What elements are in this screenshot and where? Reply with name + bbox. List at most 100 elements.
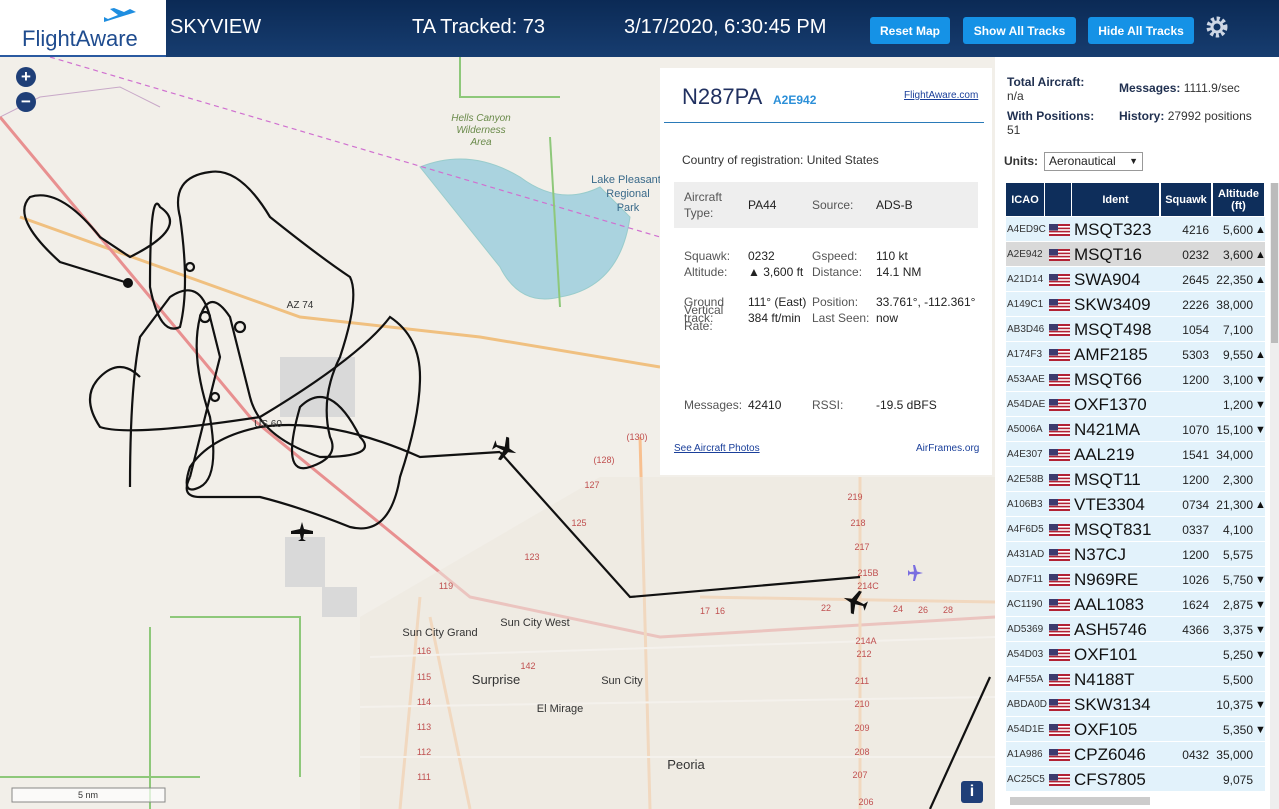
aircraft-row[interactable]: A174F3 AMF2185 5303 9,550 ▲ <box>1006 342 1266 367</box>
flag <box>1049 442 1070 467</box>
reset-map-button[interactable]: Reset Map <box>870 17 950 44</box>
icao: AC25C5 <box>1007 774 1045 785</box>
altitude-trend: ▼ <box>1255 623 1266 636</box>
us-flag <box>1049 648 1070 661</box>
icao: A4F6D5 <box>1007 524 1044 535</box>
flag <box>1049 517 1070 542</box>
us-flag <box>1049 548 1070 561</box>
icao: AD5369 <box>1007 624 1044 635</box>
aircraft-row[interactable]: ABDA0D SKW3134 10,375 ▼ <box>1006 692 1266 717</box>
photos-link[interactable]: See Aircraft Photos <box>674 443 760 454</box>
logo-text: FlightAware <box>22 26 138 51</box>
info-button[interactable]: i <box>961 781 983 803</box>
altitude-trend: ▼ <box>1255 373 1266 386</box>
ident: N969RE <box>1074 569 1139 589</box>
column-header[interactable]: ICAO <box>1006 183 1045 216</box>
aircraft-row[interactable]: A54D03 OXF101 5,250 ▼ <box>1006 642 1266 667</box>
field-label: Vertical Rate: <box>684 303 724 333</box>
stat-label: History: <box>1119 109 1165 123</box>
hex-code: A2E942 <box>773 93 817 107</box>
flightaware-link[interactable]: FlightAware.com <box>904 90 979 101</box>
flag <box>1049 367 1070 392</box>
aircraft-row[interactable]: A53AAE MSQT66 1200 3,100 ▼ <box>1006 367 1266 392</box>
logo[interactable]: FlightAware <box>0 0 166 57</box>
column-header[interactable]: Altitude (ft) <box>1213 183 1265 216</box>
hscrollbar[interactable] <box>1010 797 1150 805</box>
map-label: Area <box>469 137 492 148</box>
altitude: 7,100 <box>1222 322 1253 337</box>
flag <box>1049 667 1070 692</box>
column-header[interactable]: Ident <box>1072 183 1160 216</box>
aircraft-row[interactable]: A4E307 AAL219 1541 34,000 <box>1006 442 1265 467</box>
altitude-trend: ▼ <box>1255 723 1266 736</box>
scale-bar: 5 nm <box>11 787 166 803</box>
settings-icon[interactable] <box>1205 15 1229 39</box>
aircraft-row[interactable]: A54D1E OXF105 5,350 ▼ <box>1006 717 1266 742</box>
column-header[interactable]: Squawk <box>1161 183 1212 216</box>
map-label: 112 <box>417 747 431 757</box>
country-value: United States <box>806 153 879 167</box>
altitude-trend: ▼ <box>1255 423 1266 436</box>
us-flag <box>1049 348 1070 361</box>
aircraft-row[interactable]: A2E58B MSQT11 1200 2,300 <box>1006 467 1265 492</box>
altitude: 5,575 <box>1222 547 1253 562</box>
us-flag <box>1049 698 1070 711</box>
altitude-trend: ▲ <box>1255 223 1266 236</box>
registration: N287PA <box>682 84 763 109</box>
aircraft-row[interactable]: A1A986 CPZ6046 0432 35,000 <box>1006 742 1265 767</box>
scrollbar[interactable] <box>1270 183 1279 809</box>
aircraft-row[interactable]: AB3D46 MSQT498 1054 7,100 <box>1006 317 1265 342</box>
map-features <box>0 57 995 809</box>
aircraft-row[interactable]: AC25C5 CFS7805 9,075 <box>1006 767 1265 792</box>
map-label: 119 <box>439 581 453 591</box>
aircraft-row[interactable]: A21D14 SWA904 2645 22,350 ▲ <box>1006 267 1266 292</box>
map-label: 113 <box>417 722 431 732</box>
altitude-trend: ▼ <box>1255 598 1266 611</box>
aircraft-row[interactable]: A149C1 SKW3409 2226 38,000 <box>1006 292 1265 317</box>
show-tracks-button[interactable]: Show All Tracks <box>963 17 1076 44</box>
aircraft-row[interactable]: A431AD N37CJ 1200 5,575 <box>1006 542 1265 567</box>
ident: OXF1370 <box>1074 394 1147 414</box>
icao: ABDA0D <box>1007 699 1048 710</box>
units-select[interactable]: Aeronautical ▼ <box>1044 152 1143 171</box>
aircraft-row[interactable]: A2E942 MSQT16 0232 3,600 ▲ <box>1006 242 1266 267</box>
ident: MSQT66 <box>1074 369 1143 389</box>
aircraft-row[interactable]: AC1190 AAL1083 1624 2,875 ▼ <box>1006 592 1266 617</box>
map-label: US 60 <box>254 419 282 430</box>
flag <box>1049 267 1070 292</box>
altitude: 5,750 <box>1222 572 1253 587</box>
popup-section: Ground track: 111° (East) Position: 33.761°… <box>674 286 978 378</box>
flag <box>1049 717 1070 742</box>
flag <box>1049 642 1070 667</box>
map[interactable]: Hells Canyon Wilderness Area Lake Pleasant R… <box>0 57 995 809</box>
ident: SKW3134 <box>1074 694 1151 714</box>
map-label: 215B <box>857 568 878 578</box>
aircraft-row[interactable]: A4ED9C MSQT323 4216 5,600 ▲ <box>1006 217 1266 242</box>
field-label: Last Seen: <box>812 311 870 325</box>
airframes-link[interactable]: AirFrames.org <box>916 443 980 454</box>
aircraft-icons[interactable] <box>291 434 923 618</box>
aircraft-row[interactable]: AD7F11 N969RE 1026 5,750 ▼ <box>1006 567 1266 592</box>
aircraft-row[interactable]: A5006A N421MA 1070 15,100 ▼ <box>1006 417 1266 442</box>
ident: AMF2185 <box>1074 344 1148 364</box>
map-label: 123 <box>524 552 539 562</box>
zoom-in[interactable]: + <box>16 67 36 87</box>
ident: N421MA <box>1074 419 1141 439</box>
flight-tracks <box>23 170 992 809</box>
field-value: 111° (East) <box>748 295 807 309</box>
aircraft-row[interactable]: A106B3 VTE3304 0734 21,300 ▲ <box>1006 492 1266 517</box>
aircraft-row[interactable]: AD5369 ASH5746 4366 3,375 ▼ <box>1006 617 1266 642</box>
aircraft-row[interactable]: A4F55A N4188T 5,500 <box>1006 667 1265 692</box>
aircraft-row[interactable]: A54DAE OXF1370 1,200 ▼ <box>1006 392 1266 417</box>
hide-tracks-button[interactable]: Hide All Tracks <box>1088 17 1194 44</box>
aircraft-row[interactable]: A4F6D5 MSQT831 0337 4,100 <box>1006 517 1265 542</box>
altitude: 9,550 <box>1222 347 1253 362</box>
map-label: 212 <box>856 649 871 659</box>
us-flag <box>1049 248 1070 261</box>
map-label: El Mirage <box>537 703 583 715</box>
zoom-out[interactable]: − <box>16 92 36 112</box>
us-flag <box>1049 623 1070 636</box>
altitude-trend: ▼ <box>1255 573 1266 586</box>
